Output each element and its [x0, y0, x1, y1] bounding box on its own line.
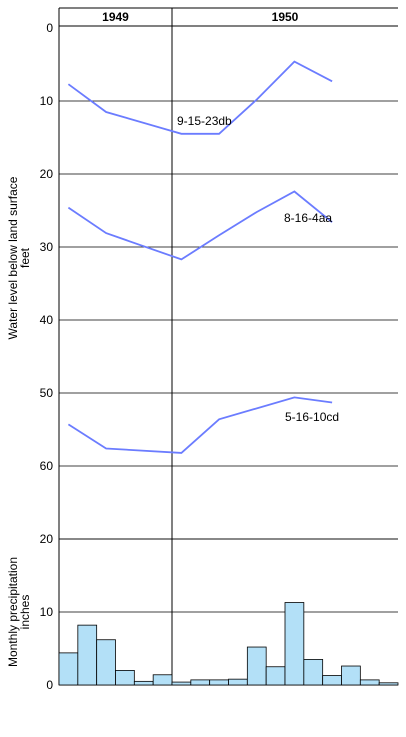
- precipitation-bar: [96, 639, 116, 686]
- precipitation-bar: [228, 678, 248, 686]
- water-level-tick-label: 10: [40, 94, 54, 108]
- precipitation-bar: [133, 680, 154, 686]
- precipitation-bar: [303, 659, 324, 686]
- grid-lines: [58, 7, 398, 686]
- water-level-tick-label: 50: [40, 386, 54, 400]
- water-level-tick-label: 20: [40, 167, 54, 181]
- series-label-9-15-23db: 9-15-23db: [177, 114, 232, 128]
- precipitation-tick-label: 0: [46, 678, 53, 692]
- water-level-tick-label: 40: [40, 313, 54, 327]
- chart-labels: 1949 1950 0 10 20 30 40 50 60 0 10 20 9-15-23db 8-16-…: [6, 10, 339, 692]
- water-level-axis-title: Water level below land surfacefeet: [6, 176, 32, 339]
- series-label-5-16-10cd: 5-16-10cd: [285, 410, 339, 424]
- precipitation-tick-label: 20: [40, 532, 54, 546]
- series-label-8-16-4aa: 8-16-4aa: [284, 211, 332, 225]
- precipitation-bar: [152, 674, 173, 686]
- precipitation-bar: [322, 675, 342, 686]
- precipitation-bar: [190, 679, 211, 686]
- year-label-1949: 1949: [102, 10, 129, 24]
- precipitation-axis-title-line: Monthly precipitation: [6, 557, 20, 667]
- precipitation-bar: [171, 681, 192, 686]
- water-level-axis-title-line: feet: [18, 247, 32, 268]
- precipitation-bar: [115, 670, 135, 686]
- water-level-tick-label: 30: [40, 240, 54, 254]
- series-line-5-16-10cd: [67, 396, 333, 454]
- precipitation-bar: [341, 665, 361, 686]
- precipitation-bar: [284, 602, 305, 686]
- year-label-1950: 1950: [272, 10, 299, 24]
- precipitation-bar: [77, 624, 98, 686]
- water-level-tick-label: 0: [46, 21, 53, 35]
- precipitation-axis-title-line: inches: [18, 595, 32, 630]
- precipitation-bar: [378, 682, 399, 686]
- water-level-tick-label: 60: [40, 459, 54, 473]
- precipitation-bar: [359, 679, 380, 686]
- precipitation-tick-label: 10: [40, 605, 54, 619]
- series-line-8-16-4aa: [67, 190, 333, 261]
- precipitation-bar: [265, 666, 286, 686]
- precipitation-bar: [246, 646, 267, 686]
- series-line-9-15-23db: [67, 60, 333, 135]
- precipitation-bars: [58, 602, 399, 686]
- water-level-axis-title-line: Water level below land surface: [6, 176, 20, 339]
- water-level-lines: [67, 60, 333, 454]
- precipitation-bar: [209, 679, 229, 686]
- precipitation-bar: [58, 652, 79, 686]
- precipitation-axis-title: Monthly precipitationinches: [6, 557, 32, 667]
